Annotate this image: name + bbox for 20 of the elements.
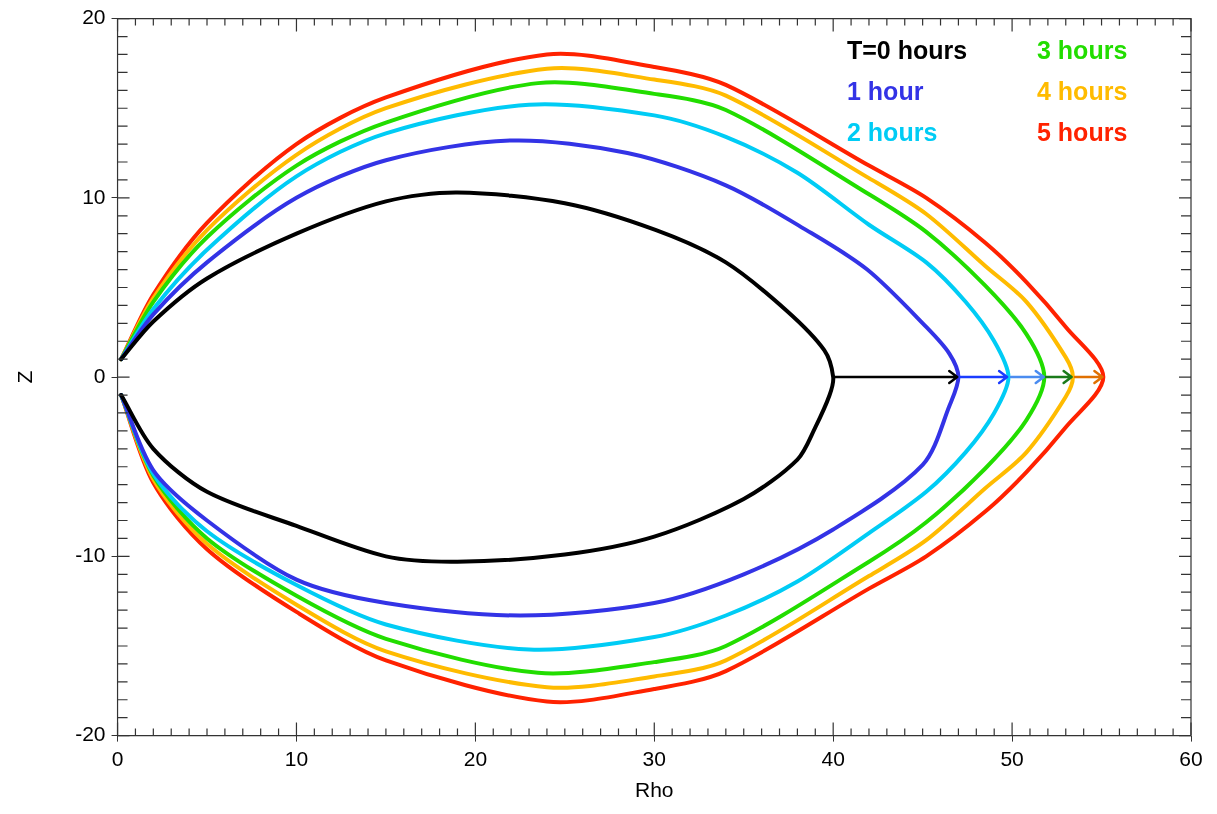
y-tick-label: -20 xyxy=(75,722,106,746)
x-tick-label: 60 xyxy=(1179,747,1203,770)
y-axis-title: Z xyxy=(13,370,37,384)
text: 3 hours xyxy=(1037,36,1128,65)
x-tick-label: 10 xyxy=(284,747,309,770)
x-tick-label: 30 xyxy=(642,747,666,770)
y-tick-label: -10 xyxy=(75,543,106,567)
y-tick-label: 10 xyxy=(82,184,106,208)
series-label: 2 hours xyxy=(847,118,938,147)
text: 1 hour xyxy=(847,77,924,106)
x-tick-label: 20 xyxy=(463,747,488,770)
text: 4 hours xyxy=(1037,77,1128,106)
x-axis-title: Rho xyxy=(635,778,674,802)
y-tick-label: 20 xyxy=(82,5,106,29)
text: T=0 hours xyxy=(847,36,968,65)
x-tick-label: 50 xyxy=(1000,747,1024,770)
text: 5 hours xyxy=(1037,118,1128,147)
x-tick-label: 40 xyxy=(821,747,845,770)
x-tick-label: 0 xyxy=(111,747,124,770)
y-tick-label: 0 xyxy=(93,363,106,387)
